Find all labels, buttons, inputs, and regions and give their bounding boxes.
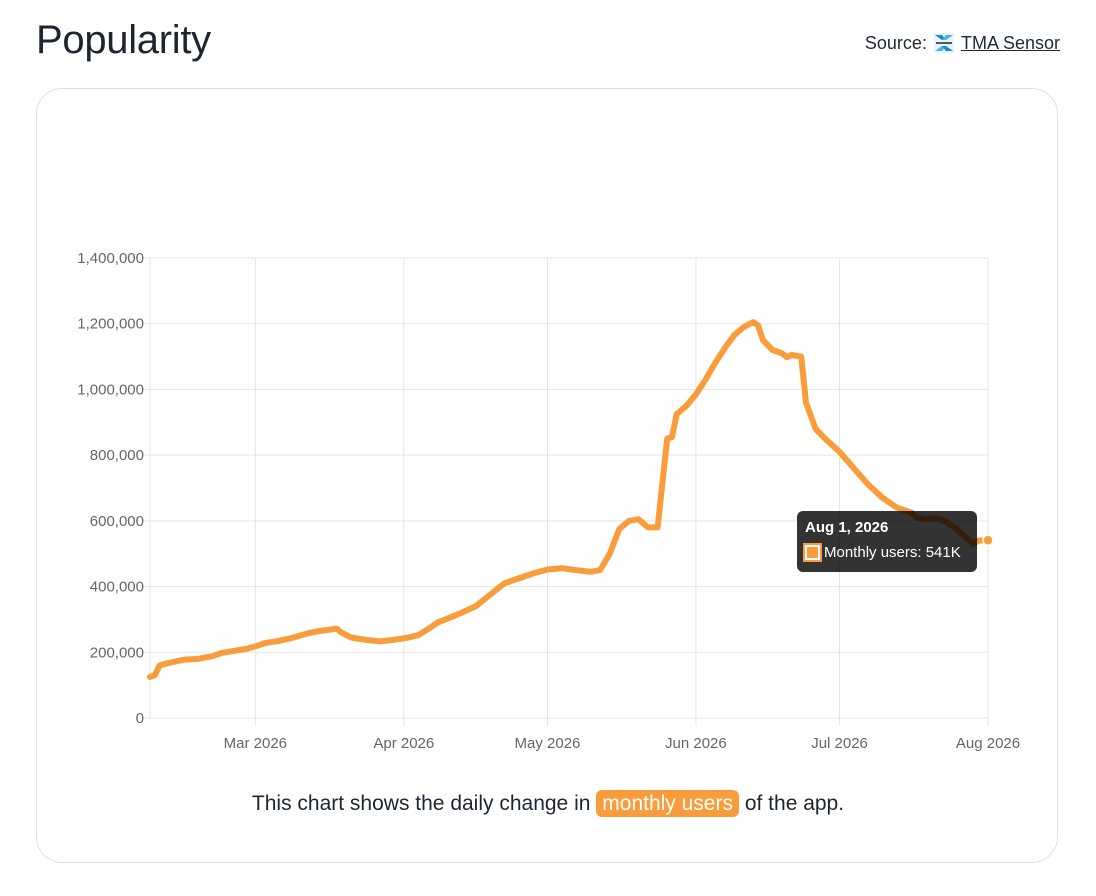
chart-grid xyxy=(142,257,989,726)
series-monthly-users xyxy=(147,319,994,680)
x-axis-ticks: Mar 2026 Apr 2026 May 2026 Jun 2026 Jul 2026… xyxy=(224,735,1020,752)
y-tick-label: 600,000 xyxy=(90,513,144,530)
series-line xyxy=(147,319,991,680)
tooltip-title: Aug 1, 2026 xyxy=(805,519,889,536)
y-tick-label: 1,400,000 xyxy=(77,250,144,267)
y-axis-ticks: 0 200,000 400,000 600,000 800,000 1,000,000 1,… xyxy=(77,250,144,727)
caption-before: This chart shows the daily change in xyxy=(251,792,591,815)
active-data-point xyxy=(982,534,994,546)
source-attribution: Source: TMA Sensor xyxy=(865,32,1060,54)
source-prefix: Source: xyxy=(864,32,927,53)
page-title: Popularity xyxy=(36,18,211,62)
y-tick-label: 1,000,000 xyxy=(77,381,144,398)
caption-highlight: monthly users xyxy=(596,790,739,817)
caption-after: of the app. xyxy=(744,792,845,815)
tooltip-swatch xyxy=(803,543,822,562)
y-tick-label: 1,200,000 xyxy=(77,316,144,333)
x-tick-label: Apr 2026 xyxy=(373,735,434,752)
x-tick-label: Aug 2026 xyxy=(956,735,1020,752)
x-tick-label: Jul 2026 xyxy=(811,735,868,752)
chart-caption: This chart shows the daily change in mon… xyxy=(0,790,1096,817)
chart-tooltip: Aug 1, 2026 Monthly users: 541K xyxy=(797,511,977,572)
x-tick-label: May 2026 xyxy=(515,735,581,752)
y-tick-label: 200,000 xyxy=(90,644,144,661)
tooltip-label: Monthly users: 541K xyxy=(824,544,961,561)
x-tick-label: Mar 2026 xyxy=(224,735,287,752)
y-tick-label: 400,000 xyxy=(90,579,144,596)
tma-sensor-logo-icon xyxy=(933,32,955,54)
y-tick-label: 800,000 xyxy=(90,447,144,464)
y-tick-label: 0 xyxy=(136,710,144,727)
source-link[interactable]: TMA Sensor xyxy=(960,32,1060,53)
x-tick-label: Jun 2026 xyxy=(665,735,727,752)
